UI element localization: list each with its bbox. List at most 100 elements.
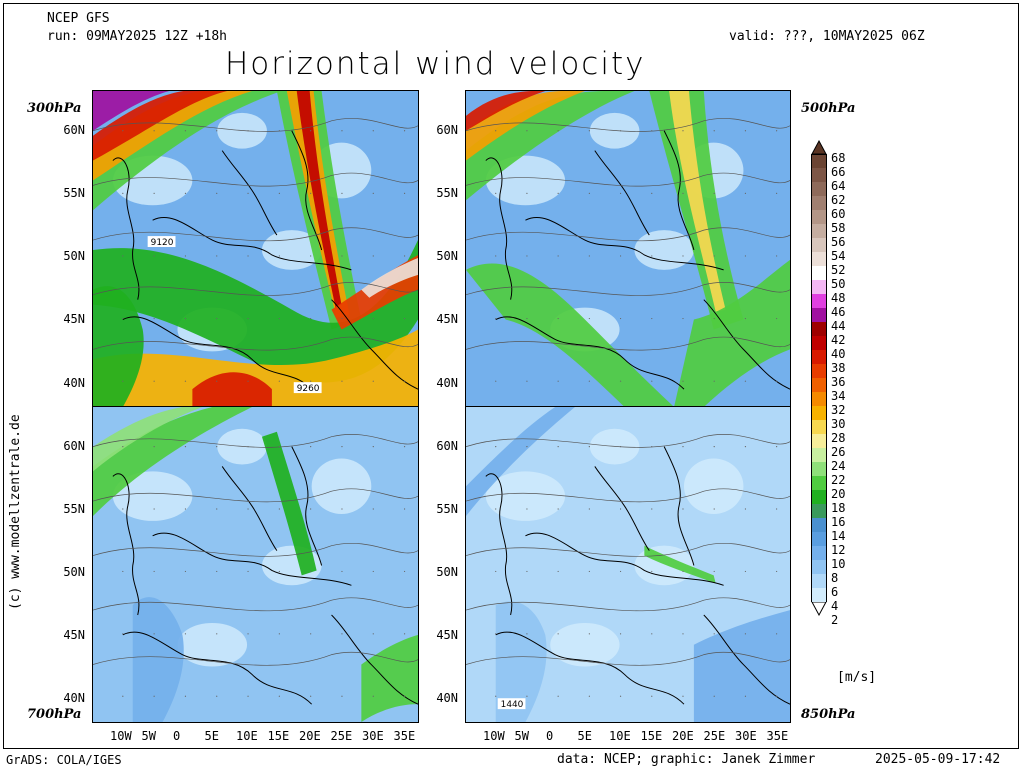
lat-label: 55N [63, 502, 85, 516]
coastline [122, 631, 313, 705]
colorbar-segment [811, 308, 827, 322]
wind-speed-band [296, 91, 342, 308]
lon-label: 5E [577, 729, 592, 743]
coastline [594, 466, 650, 551]
geopotential-contour [93, 651, 418, 666]
wind-speed-band [693, 610, 790, 722]
colorbar-value: 40 [831, 347, 846, 361]
outer-frame [3, 3, 1019, 749]
lon-label: 15E [640, 729, 663, 743]
geopotential-contour [466, 434, 790, 448]
coastline [495, 316, 685, 390]
lat-label: 40N [63, 376, 85, 390]
geopotential-contour [93, 227, 418, 242]
coastline [663, 446, 695, 566]
colorbar-value: 44 [831, 319, 846, 333]
colorbar-value: 4 [831, 599, 839, 613]
wind-speed-band [466, 263, 675, 407]
wind-speed-band [495, 601, 547, 722]
colorbar-segment [811, 266, 827, 280]
colorbar-segment [811, 210, 827, 224]
lat-label: 55N [436, 186, 458, 200]
level-label-500: 500hPa [801, 101, 856, 116]
lat-label: 40N [436, 376, 458, 390]
geopotential-contour [466, 172, 790, 187]
wind-field-map: 9120 9260 [93, 91, 418, 407]
colorbar-segment [811, 490, 827, 504]
lat-label: 45N [436, 312, 458, 326]
wind-speed-band [466, 91, 585, 161]
colorbar-segment [811, 364, 827, 378]
colorbar-top-arrow [811, 140, 827, 154]
footer-credit: data: NCEP; graphic: Janek Zimmer [557, 752, 816, 767]
colorbar-segment [811, 518, 827, 532]
wind-speed-band [361, 634, 418, 722]
colorbar-value: 8 [831, 571, 839, 585]
lon-label: 20E [672, 729, 694, 743]
lat-label: 60N [63, 439, 85, 453]
geopotential-contour [93, 336, 418, 351]
lon-label: 30E [735, 729, 757, 743]
colorbar-value: 36 [831, 375, 846, 389]
wind-speed-band [93, 286, 144, 407]
coastline [663, 130, 695, 251]
lat-label: 50N [436, 565, 458, 579]
map-panel-850hpa: 1440 [465, 406, 791, 723]
lat-label: 45N [63, 628, 85, 642]
colorbar-value: 56 [831, 235, 846, 249]
colorbar-segment [811, 420, 827, 434]
colorbar-segment [811, 336, 827, 350]
wind-speed-band [93, 240, 418, 383]
colorbar-value: 50 [831, 277, 846, 291]
lon-label: 0 [546, 729, 554, 743]
coastline [594, 150, 650, 236]
colorbar-value: 46 [831, 305, 846, 319]
colorbar-value: 62 [831, 193, 846, 207]
coastline [291, 446, 323, 566]
geopotential-contour [466, 488, 790, 503]
wind-speed-band [669, 91, 726, 312]
lat-label: 60N [436, 439, 458, 453]
lon-label: 25E [330, 729, 353, 743]
colorbar-value: 16 [831, 515, 846, 529]
wind-speed-band [93, 407, 253, 516]
wind-field-map [93, 407, 418, 722]
wind-speed-band [192, 372, 272, 407]
site-credit: (c) www.modellzentrale.de [8, 414, 23, 610]
colorbar-segment [811, 588, 827, 602]
colorbar-segment [811, 294, 827, 308]
lon-label: 0 [173, 729, 181, 743]
colorbar-value: 18 [831, 501, 846, 515]
unit-label: [m/s] [837, 670, 877, 685]
footer-software: GrADS: COLA/IGES [6, 753, 122, 767]
colorbar-segment [811, 280, 827, 294]
wind-field-map: 1440 [466, 407, 790, 722]
valid-time: valid: ???, 10MAY2025 06Z [729, 29, 925, 44]
lon-label: 35E [766, 729, 789, 743]
geopotential-contour [466, 542, 790, 557]
geopotential-contour [466, 282, 790, 296]
lat-label: 50N [63, 249, 85, 263]
geopotential-contour [466, 336, 790, 351]
colorbar-value: 20 [831, 487, 846, 501]
contour-label: 9120 [151, 238, 174, 248]
lat-label: 45N [436, 628, 458, 642]
colorbar-segment [811, 560, 827, 574]
geopotential-contour [466, 597, 790, 612]
lon-label: 5E [204, 729, 219, 743]
coastline [122, 316, 313, 390]
lon-label: 25E [703, 729, 726, 743]
colorbar-segment [811, 504, 827, 518]
coastline [152, 532, 352, 586]
map-panel-500hpa [465, 90, 791, 408]
lon-label: 30E [362, 729, 384, 743]
geopotential-contour [466, 227, 790, 242]
lat-label: 55N [63, 186, 85, 200]
wind-speed-band [93, 407, 203, 472]
coastline [152, 217, 352, 271]
colorbar-segment [811, 378, 827, 392]
colorbar [811, 140, 827, 616]
colorbar-segment [811, 434, 827, 448]
level-label-700: 700hPa [27, 707, 82, 722]
coastline [703, 614, 790, 705]
